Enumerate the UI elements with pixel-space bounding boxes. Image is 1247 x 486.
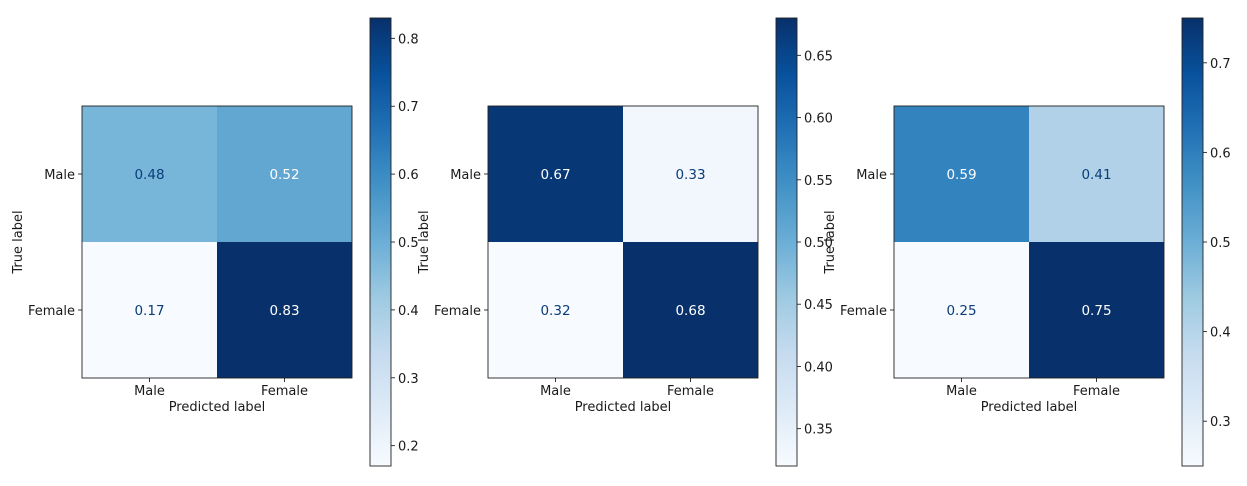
x-tick-label: Female bbox=[667, 384, 714, 399]
y-axis-label: True label bbox=[417, 210, 432, 274]
x-tick-label: Male bbox=[540, 384, 571, 399]
cell-female-female bbox=[1029, 242, 1164, 378]
y-tick-label: Male bbox=[44, 168, 75, 183]
colorbar-tick-label: 0.5 bbox=[1210, 236, 1231, 251]
colorbar-tick-label: 0.7 bbox=[398, 100, 419, 115]
colorbar-tick-label: 0.45 bbox=[804, 298, 833, 313]
cell-value-label: 0.52 bbox=[269, 167, 299, 183]
cell-female-male bbox=[488, 242, 623, 378]
colorbar-tick-label: 0.50 bbox=[804, 236, 833, 251]
y-tick-label: Male bbox=[450, 168, 481, 183]
cell-value-label: 0.83 bbox=[269, 303, 299, 319]
colorbar-tick-label: 0.65 bbox=[804, 49, 833, 64]
plot-frame bbox=[487, 105, 759, 379]
colorbar-tick-label: 0.6 bbox=[398, 168, 419, 183]
x-axis-label: Predicted label bbox=[981, 400, 1078, 415]
y-axis-label: True label bbox=[11, 210, 26, 274]
cell-value-label: 0.68 bbox=[675, 303, 705, 319]
colorbar-tick-label: 0.3 bbox=[1210, 415, 1231, 430]
colorbar-tick-label: 0.8 bbox=[398, 32, 419, 47]
x-tick-label: Male bbox=[134, 384, 165, 399]
colorbar-tick-label: 0.4 bbox=[1210, 326, 1231, 341]
plot-frame bbox=[893, 105, 1165, 379]
plot-frame bbox=[81, 105, 353, 379]
colorbar-tick-label: 0.55 bbox=[804, 174, 833, 189]
cell-male-female bbox=[623, 106, 758, 242]
cell-female-male bbox=[894, 242, 1029, 378]
y-tick-label: Female bbox=[434, 304, 481, 319]
x-tick-label: Female bbox=[1073, 384, 1120, 399]
cell-value-label: 0.17 bbox=[134, 303, 164, 319]
y-tick-label: Female bbox=[28, 304, 75, 319]
cell-male-male bbox=[488, 106, 623, 242]
cell-male-female bbox=[1029, 106, 1164, 242]
cell-female-female bbox=[217, 242, 352, 378]
cell-value-label: 0.48 bbox=[134, 167, 164, 183]
cell-male-male bbox=[82, 106, 217, 242]
cell-value-label: 0.41 bbox=[1081, 167, 1111, 183]
x-tick-label: Female bbox=[261, 384, 308, 399]
cell-value-label: 0.32 bbox=[540, 303, 570, 319]
colorbar-tick-label: 0.6 bbox=[1210, 146, 1231, 161]
colorbar bbox=[1182, 18, 1203, 466]
y-tick-label: Female bbox=[840, 304, 887, 319]
colorbar-tick-label: 0.5 bbox=[398, 236, 419, 251]
colorbar-tick-label: 0.2 bbox=[398, 440, 419, 455]
x-axis-label: Predicted label bbox=[169, 400, 266, 415]
x-axis-label: Predicted label bbox=[575, 400, 672, 415]
cell-value-label: 0.33 bbox=[675, 167, 705, 183]
cell-value-label: 0.75 bbox=[1081, 303, 1111, 319]
cell-value-label: 0.25 bbox=[946, 303, 976, 319]
cell-male-male bbox=[894, 106, 1029, 242]
colorbar-tick-label: 0.7 bbox=[1210, 57, 1231, 72]
colorbar bbox=[776, 18, 797, 466]
cell-female-male bbox=[82, 242, 217, 378]
colorbar-tick-label: 0.35 bbox=[804, 423, 833, 438]
cell-female-female bbox=[623, 242, 758, 378]
colorbar-tick-label: 0.3 bbox=[398, 372, 419, 387]
cell-value-label: 0.59 bbox=[946, 167, 976, 183]
x-tick-label: Male bbox=[946, 384, 977, 399]
colorbar-tick-label: 0.60 bbox=[804, 112, 833, 127]
colorbar bbox=[370, 18, 391, 466]
cell-male-female bbox=[217, 106, 352, 242]
colorbar-tick-label: 0.4 bbox=[398, 304, 419, 319]
y-axis-label: True label bbox=[823, 210, 838, 274]
y-tick-label: Male bbox=[856, 168, 887, 183]
colorbar-tick-label: 0.40 bbox=[804, 360, 833, 375]
cell-value-label: 0.67 bbox=[540, 167, 570, 183]
